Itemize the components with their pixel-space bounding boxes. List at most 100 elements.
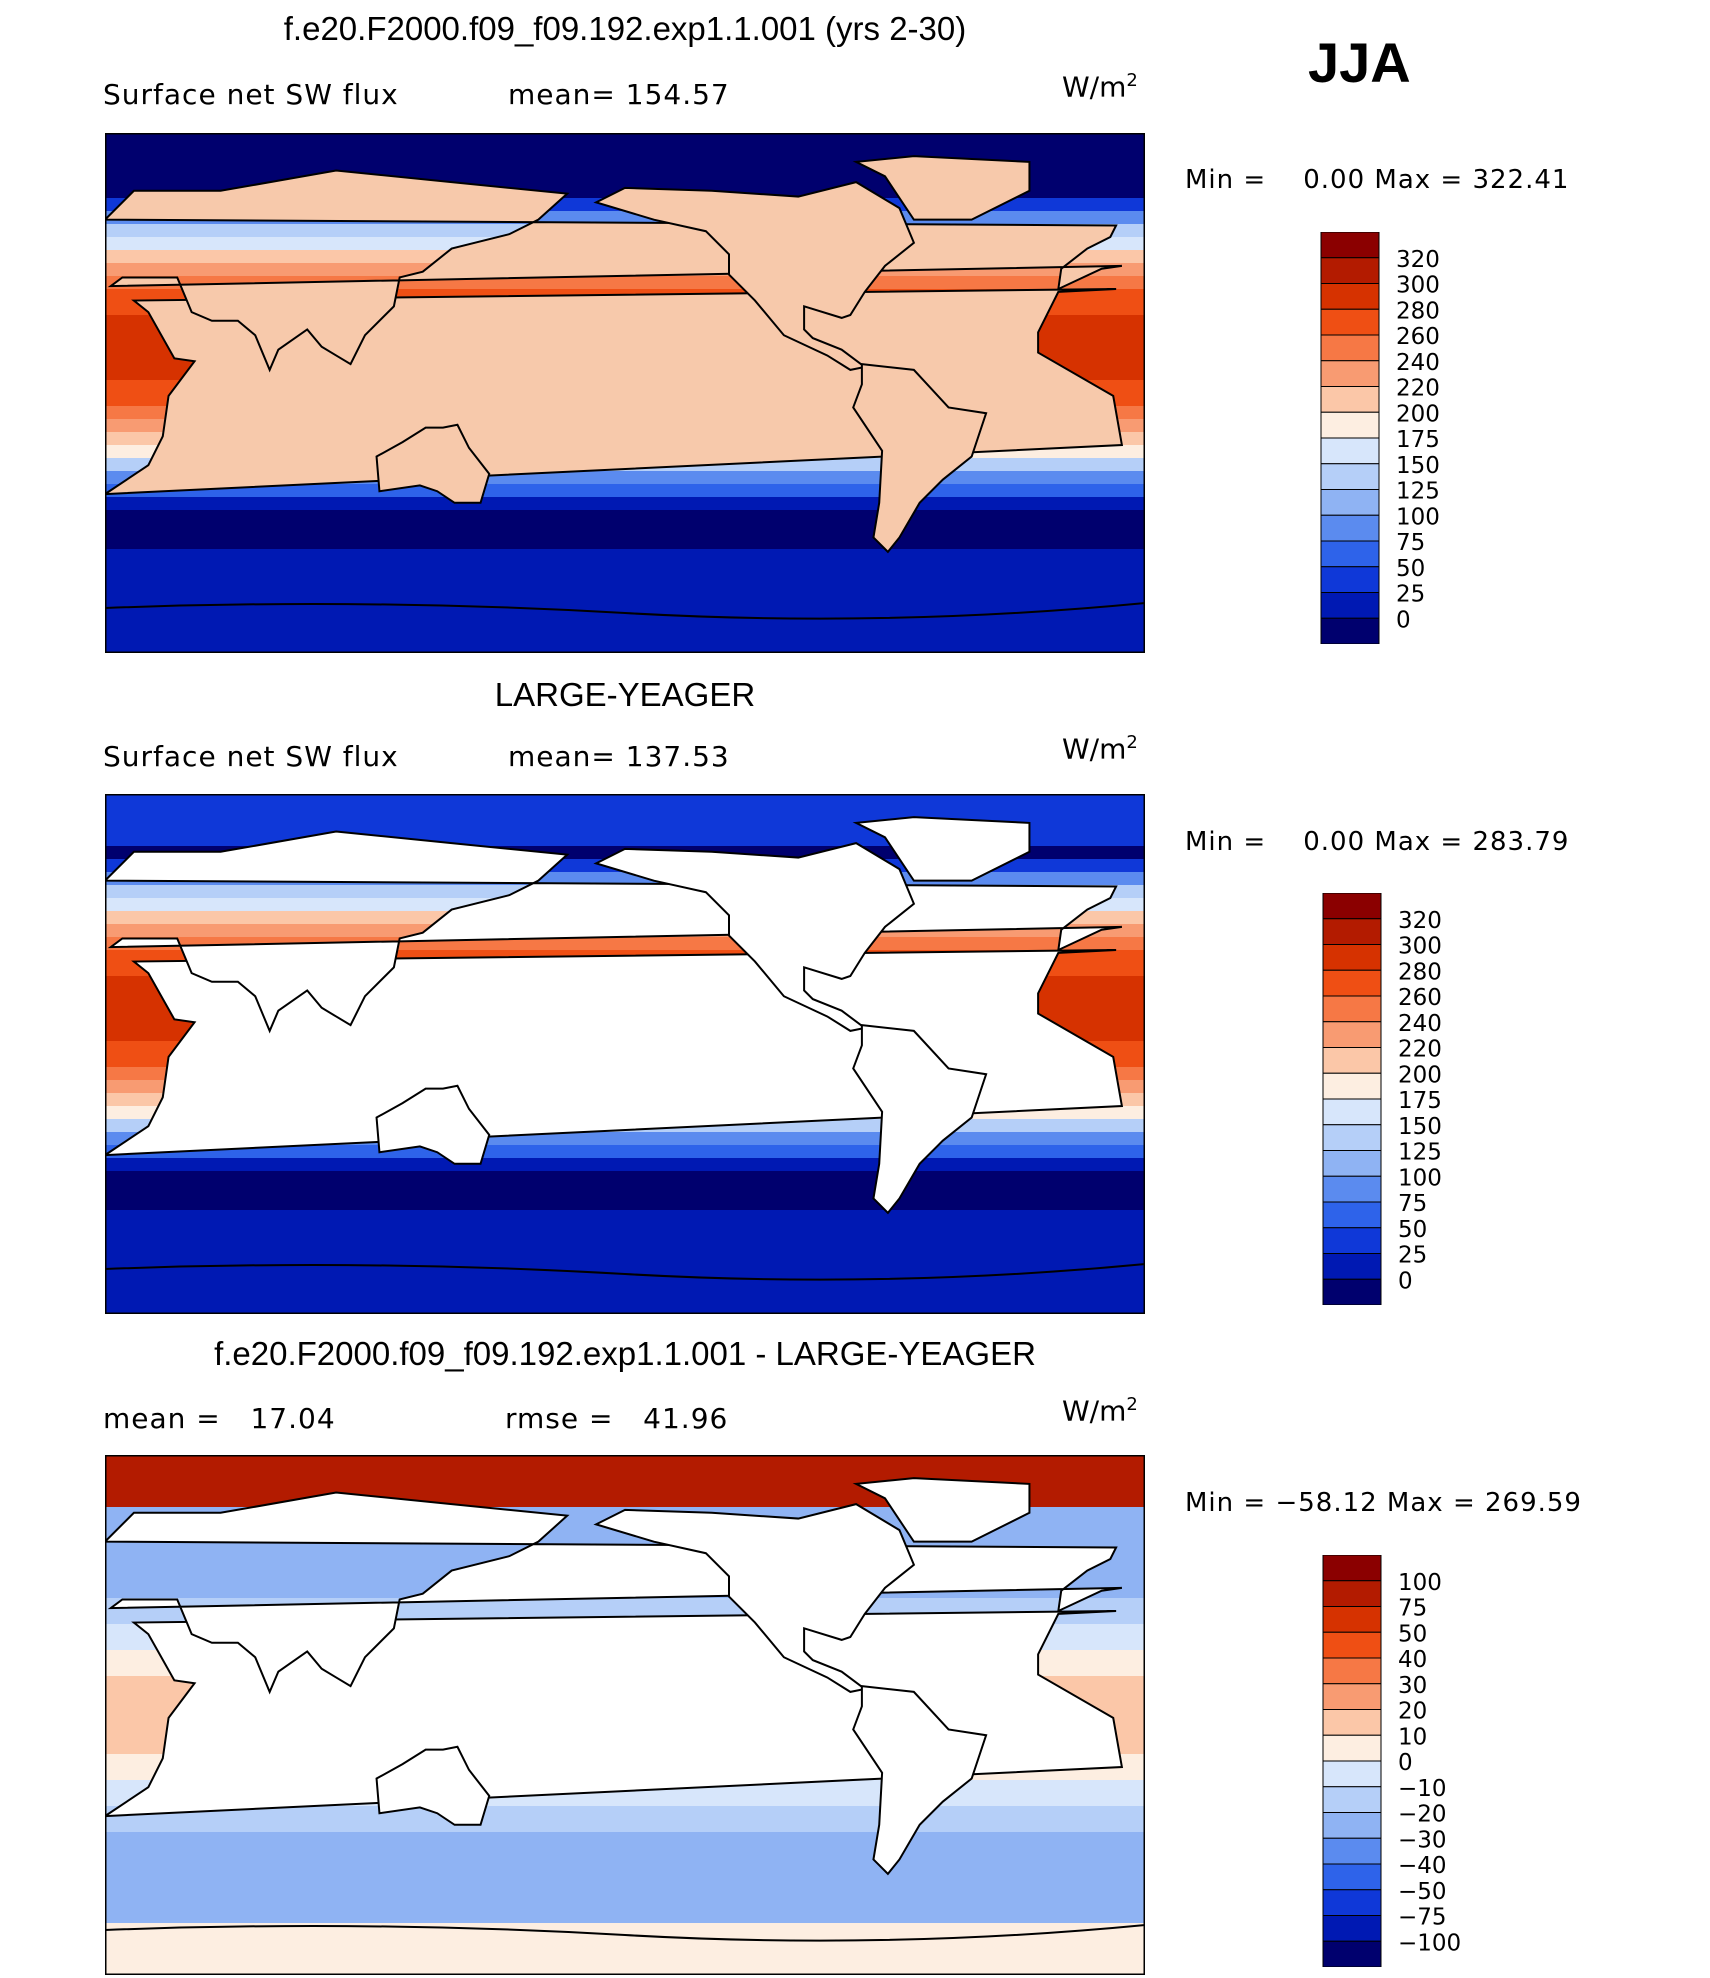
colorbar-tick-label: 280 — [1396, 298, 1440, 324]
panel-3-map — [105, 1455, 1145, 1975]
colorbar-tick-label: −40 — [1398, 1853, 1447, 1879]
colorbar-tick-label: 240 — [1396, 350, 1440, 376]
colorbar-box — [1322, 1555, 1382, 1582]
panel-2-mean-label: mean= 137.53 — [508, 740, 730, 773]
colorbar-tick-label: 0 — [1398, 1268, 1413, 1294]
colorbar-tick-label: 320 — [1398, 908, 1442, 934]
panel-3-rmse-label: rmse = 41.96 — [505, 1402, 729, 1435]
colorbar-box — [1320, 514, 1380, 542]
colorbar-tick-label: 125 — [1398, 1140, 1442, 1166]
colorbar-box — [1322, 1631, 1382, 1659]
colorbar-box — [1322, 1863, 1382, 1891]
colorbar-tick-label: −50 — [1398, 1879, 1447, 1905]
colorbar-box — [1320, 411, 1380, 439]
panel-2-minmax: Min = 0.00 Max = 283.79 — [1185, 827, 1570, 857]
colorbar-box — [1322, 1940, 1382, 1967]
colorbar-tick-label: 150 — [1398, 1114, 1442, 1140]
panel-2-title: LARGE-YEAGER — [494, 676, 756, 713]
colorbar-box — [1320, 566, 1380, 593]
colorbar-tick-label: 25 — [1398, 1243, 1427, 1269]
colorbar-tick-label: 50 — [1398, 1217, 1427, 1243]
colorbar-tick-label: 200 — [1396, 401, 1440, 427]
panel-1-variable-label: Surface net SW flux — [103, 78, 399, 111]
colorbar-tick-label: 260 — [1396, 324, 1440, 350]
colorbar-box — [1320, 592, 1380, 619]
colorbar-box — [1322, 944, 1382, 971]
panel-3-title: f.e20.F2000.f09_f09.192.exp1.1.001 - LAR… — [214, 1335, 1036, 1372]
panel-1-map — [105, 133, 1145, 653]
colorbar-box — [1322, 1837, 1382, 1865]
colorbar-box — [1322, 1175, 1382, 1203]
colorbar-box — [1322, 1201, 1382, 1229]
colorbar-tick-label: 320 — [1396, 247, 1440, 273]
colorbar-box — [1322, 1253, 1382, 1280]
colorbar-tick-label: 300 — [1398, 934, 1442, 960]
panel-1-units: W/m2 — [1062, 70, 1138, 104]
panel-1-minmax: Min = 0.00 Max = 322.41 — [1185, 165, 1570, 195]
colorbar-tick-label: 260 — [1398, 985, 1442, 1011]
colorbar-box — [1322, 1606, 1382, 1633]
colorbar-box — [1320, 463, 1380, 490]
colorbar-tick-label: 300 — [1396, 273, 1440, 299]
colorbar-tick-label: 40 — [1398, 1647, 1427, 1673]
colorbar-box — [1320, 437, 1380, 465]
colorbar-box — [1320, 283, 1380, 310]
colorbar-box — [1322, 1786, 1382, 1813]
season-label: JJA — [1308, 31, 1411, 94]
colorbar-box — [1322, 1124, 1382, 1151]
colorbar-box — [1322, 1760, 1382, 1788]
colorbar-box — [1322, 1278, 1382, 1305]
colorbar-box — [1320, 386, 1380, 413]
colorbar-tick-label: 220 — [1398, 1037, 1442, 1063]
colorbar-box — [1322, 1150, 1382, 1177]
colorbar-tick-label: 100 — [1398, 1570, 1442, 1596]
colorbar-tick-label: 75 — [1398, 1596, 1427, 1622]
colorbar-tick-label: 25 — [1396, 582, 1425, 608]
colorbar-box — [1322, 1021, 1382, 1048]
colorbar-box — [1320, 489, 1380, 516]
colorbar-box — [1322, 1657, 1382, 1685]
colorbar-box — [1320, 232, 1380, 259]
colorbar-tick-label: 240 — [1398, 1011, 1442, 1037]
colorbar-tick-label: 200 — [1398, 1062, 1442, 1088]
panel-2-units: W/m2 — [1062, 732, 1138, 766]
colorbar-tick-label: 280 — [1398, 959, 1442, 985]
colorbar-box — [1320, 334, 1380, 362]
colorbar-tick-label: 50 — [1398, 1621, 1427, 1647]
panel-1-mean-label: mean= 154.57 — [508, 78, 730, 111]
colorbar-box — [1320, 257, 1380, 284]
colorbar-box — [1322, 1812, 1382, 1839]
colorbar-tick-label: 150 — [1396, 453, 1440, 479]
colorbar-box — [1322, 969, 1382, 997]
panel-1-title: f.e20.F2000.f09_f09.192.exp1.1.001 (yrs … — [283, 10, 967, 47]
panel-2-map — [105, 794, 1145, 1314]
colorbar-box — [1322, 893, 1382, 920]
panel-3-mean-label: mean = 17.04 — [103, 1402, 336, 1435]
colorbar-tick-label: 30 — [1398, 1673, 1427, 1699]
colorbar-tick-label: 75 — [1398, 1191, 1427, 1217]
colorbar-box — [1322, 1889, 1382, 1916]
colorbar-box — [1322, 1072, 1382, 1100]
panel-3-minmax: Min = −58.12 Max = 269.59 — [1185, 1488, 1582, 1518]
colorbar-box — [1322, 1734, 1382, 1762]
colorbar-tick-label: −100 — [1398, 1930, 1461, 1956]
colorbar-box — [1320, 617, 1380, 644]
colorbar-tick-label: −20 — [1398, 1802, 1447, 1828]
colorbar-box — [1320, 360, 1380, 387]
colorbar-tick-label: 100 — [1398, 1165, 1442, 1191]
colorbar-tick-label: −75 — [1398, 1905, 1447, 1931]
colorbar-tick-label: 125 — [1396, 479, 1440, 505]
colorbar-tick-label: 175 — [1396, 427, 1440, 453]
colorbar-box — [1322, 1709, 1382, 1736]
colorbar-box — [1322, 918, 1382, 945]
colorbar-tick-label: 220 — [1396, 376, 1440, 402]
colorbar-box — [1322, 995, 1382, 1023]
colorbar-tick-label: 0 — [1398, 1750, 1413, 1776]
colorbar-tick-label: 175 — [1398, 1088, 1442, 1114]
colorbar-tick-label: −10 — [1398, 1776, 1447, 1802]
colorbar-box — [1322, 1098, 1382, 1126]
colorbar-tick-label: 75 — [1396, 530, 1425, 556]
colorbar-box — [1322, 1047, 1382, 1074]
